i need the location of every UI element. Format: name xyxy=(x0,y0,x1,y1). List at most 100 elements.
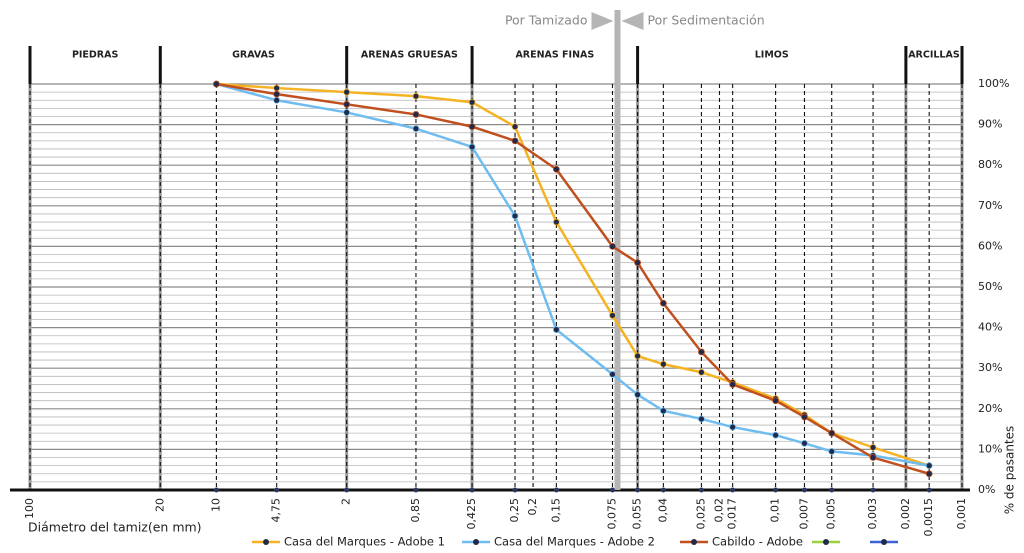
legend-dot xyxy=(691,539,697,545)
legend-dot xyxy=(881,539,887,545)
y-tick-label: 90% xyxy=(978,118,1002,131)
x-tick-label: 0,005 xyxy=(825,498,838,530)
axis-dot xyxy=(801,487,807,493)
series-point xyxy=(468,123,476,131)
x-tick-label: 0,15 xyxy=(549,498,562,523)
series-point xyxy=(412,125,420,133)
series-point xyxy=(698,348,705,356)
series-point xyxy=(468,98,476,106)
series-point xyxy=(511,212,519,220)
legend-dot xyxy=(823,539,829,545)
legend-label: Cabildo - Adobe xyxy=(712,535,803,549)
x-tick-label: 0,055 xyxy=(631,498,644,530)
y-axis-label: % de pasantes xyxy=(1003,426,1017,515)
series-point xyxy=(511,137,519,145)
zone-label: ARENAS FINAS xyxy=(515,50,594,61)
y-tick-label: 0% xyxy=(978,483,995,496)
series-point xyxy=(468,143,476,151)
x-tick-label: 0,017 xyxy=(726,498,739,530)
x-tick-label: 0,01 xyxy=(769,498,782,523)
series-point xyxy=(698,368,705,376)
axis-dot xyxy=(635,487,641,493)
series-point xyxy=(273,84,281,92)
zone-label: ARCILLAS xyxy=(908,50,960,61)
series-point xyxy=(511,123,519,131)
y-tick-label: 20% xyxy=(978,402,1002,415)
x-tick-label: 0,007 xyxy=(797,498,810,530)
series-point xyxy=(412,111,420,118)
x-tick-label: 2 xyxy=(340,498,353,505)
x-tick-label: 0,25 xyxy=(508,498,521,523)
x-axis-label: Diámetro del tamiz(en mm) xyxy=(28,520,202,535)
series-point xyxy=(343,88,351,96)
x-tick-label: 0,85 xyxy=(409,498,422,523)
zone-label: LIMOS xyxy=(755,50,789,61)
series-point xyxy=(609,312,616,319)
zone-label: GRAVAS xyxy=(232,50,275,61)
series-point xyxy=(634,259,641,267)
series-point xyxy=(828,448,836,455)
series-point xyxy=(925,462,933,470)
y-tick-label: 70% xyxy=(978,199,1002,212)
axis-dot xyxy=(926,487,932,493)
series-point xyxy=(729,381,737,388)
series-point xyxy=(609,370,616,378)
series-point xyxy=(698,415,705,423)
series-point xyxy=(659,407,667,415)
legend-dot xyxy=(263,539,269,545)
x-tick-label: 0,075 xyxy=(605,498,618,530)
axis-dot xyxy=(413,487,419,493)
series-point xyxy=(729,423,737,431)
zone-label: ARENAS GRUESAS xyxy=(361,50,458,61)
zone-label: PIEDRAS xyxy=(72,50,119,61)
series-point xyxy=(634,391,641,398)
axis-dot xyxy=(469,487,475,493)
series-point xyxy=(273,90,281,98)
series-point xyxy=(212,80,220,88)
legend-label: Casa del Marques - Adobe 2 xyxy=(494,535,655,549)
axis-dot xyxy=(698,487,704,493)
x-tick-label: 0,025 xyxy=(694,498,707,530)
x-tick-label: 10 xyxy=(209,498,222,512)
y-tick-label: 50% xyxy=(978,280,1002,293)
series-point xyxy=(801,413,808,421)
x-tick-label: 4,75 xyxy=(270,498,283,523)
axis-dot xyxy=(553,487,559,493)
x-tick-label: 0,2 xyxy=(526,498,539,516)
series-point xyxy=(801,439,808,447)
series-point xyxy=(772,431,779,439)
axis-dot xyxy=(274,487,280,493)
x-tick-label: 0,02 xyxy=(712,498,725,523)
x-tick-label: 20 xyxy=(153,498,166,512)
y-tick-label: 10% xyxy=(978,442,1002,455)
axis-dot xyxy=(773,487,779,493)
axis-dot xyxy=(213,487,219,493)
x-tick-label: 0,04 xyxy=(656,498,669,523)
axis-dot xyxy=(870,487,876,493)
series-point xyxy=(552,326,560,334)
series-point xyxy=(828,429,836,437)
series-point xyxy=(925,470,933,478)
axis-dot xyxy=(512,487,518,493)
series-point xyxy=(552,218,560,226)
x-tick-label: 0,001 xyxy=(955,498,968,530)
y-tick-label: 80% xyxy=(978,158,1002,171)
y-tick-label: 40% xyxy=(978,321,1002,334)
y-tick-label: 30% xyxy=(978,361,1002,374)
axis-dot xyxy=(829,487,835,493)
x-tick-label: 100 xyxy=(23,498,36,519)
series-point xyxy=(659,360,667,368)
series-point xyxy=(609,242,616,250)
series-point xyxy=(634,352,641,360)
y-tick-label: 60% xyxy=(978,239,1002,252)
legend-label: Casa del Marques - Adobe 1 xyxy=(284,535,445,549)
series-point xyxy=(552,165,560,173)
axis-dot xyxy=(730,487,736,493)
annotation: Por Sedimentación xyxy=(647,13,764,28)
method-arrow xyxy=(591,12,644,30)
series-point xyxy=(273,96,281,104)
series-point xyxy=(869,443,877,451)
series-point xyxy=(412,92,420,100)
